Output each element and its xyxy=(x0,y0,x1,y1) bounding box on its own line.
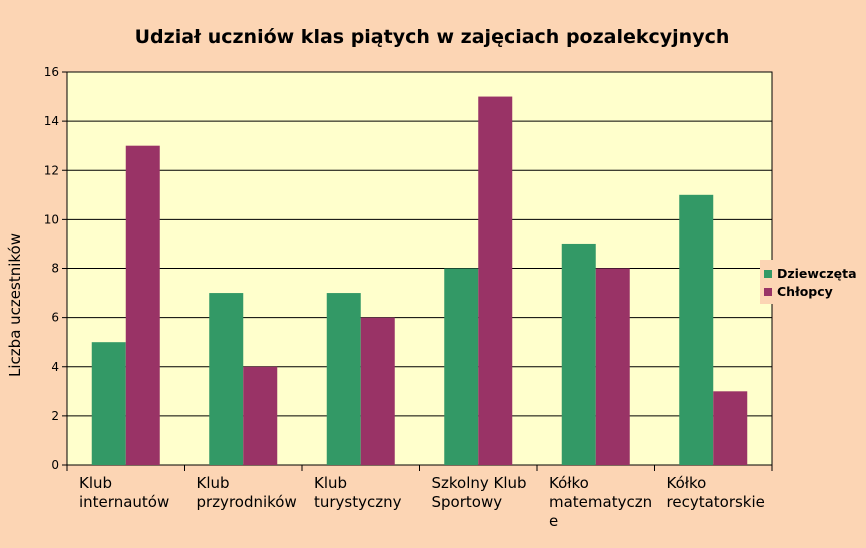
bar-chłopcy xyxy=(360,317,395,465)
bar-dziewczęta xyxy=(561,243,596,465)
bar-chłopcy xyxy=(243,366,278,465)
y-tick-label: 16 xyxy=(44,65,59,79)
x-tick-label: turystyczny xyxy=(314,493,402,511)
legend-box xyxy=(760,260,865,304)
plot-area: 0246810121416KlubinternautówKlubprzyrodn… xyxy=(44,65,773,530)
x-tick-label: Szkolny Klub xyxy=(432,474,527,492)
bar-chłopcy xyxy=(595,268,630,465)
chart-title: Udział uczniów klas piątych w zajęciach … xyxy=(135,26,730,48)
legend-swatch xyxy=(764,288,772,296)
bar-chłopcy xyxy=(713,391,748,465)
x-tick-label: Klub xyxy=(197,474,230,492)
legend-label: Dziewczęta xyxy=(777,266,857,281)
legend-swatch xyxy=(764,270,772,278)
y-axis-label: Liczba uczestników xyxy=(6,233,24,377)
x-tick-label: recytatorskie xyxy=(667,493,765,511)
x-tick-label: Klub xyxy=(79,474,112,492)
legend: Dziewczęta Chłopcy xyxy=(760,260,865,304)
bar-chłopcy xyxy=(478,96,513,465)
bar-dziewczęta xyxy=(91,342,126,465)
y-tick-label: 10 xyxy=(44,212,59,226)
x-tick-label: matematyczn xyxy=(549,493,652,511)
bar-dziewczęta xyxy=(679,194,714,465)
x-tick-label: Kółko xyxy=(549,474,589,492)
bar-dziewczęta xyxy=(444,268,479,465)
x-tick-label: e xyxy=(549,512,558,530)
legend-label: Chłopcy xyxy=(777,284,833,299)
x-tick-label: Kółko xyxy=(667,474,707,492)
bar-chłopcy xyxy=(125,145,160,465)
x-tick-label: internautów xyxy=(79,493,169,511)
y-tick-label: 4 xyxy=(51,360,59,374)
y-tick-label: 8 xyxy=(51,262,59,276)
bar-dziewczęta xyxy=(326,293,361,465)
y-tick-label: 2 xyxy=(51,409,59,423)
y-tick-label: 0 xyxy=(51,458,59,472)
y-tick-label: 12 xyxy=(44,163,59,177)
bar-dziewczęta xyxy=(209,293,244,465)
x-tick-label: Klub xyxy=(314,474,347,492)
x-tick-label: przyrodników xyxy=(197,493,297,511)
y-tick-label: 6 xyxy=(51,311,59,325)
x-tick-label: Sportowy xyxy=(432,493,503,511)
y-tick-label: 14 xyxy=(44,114,59,128)
